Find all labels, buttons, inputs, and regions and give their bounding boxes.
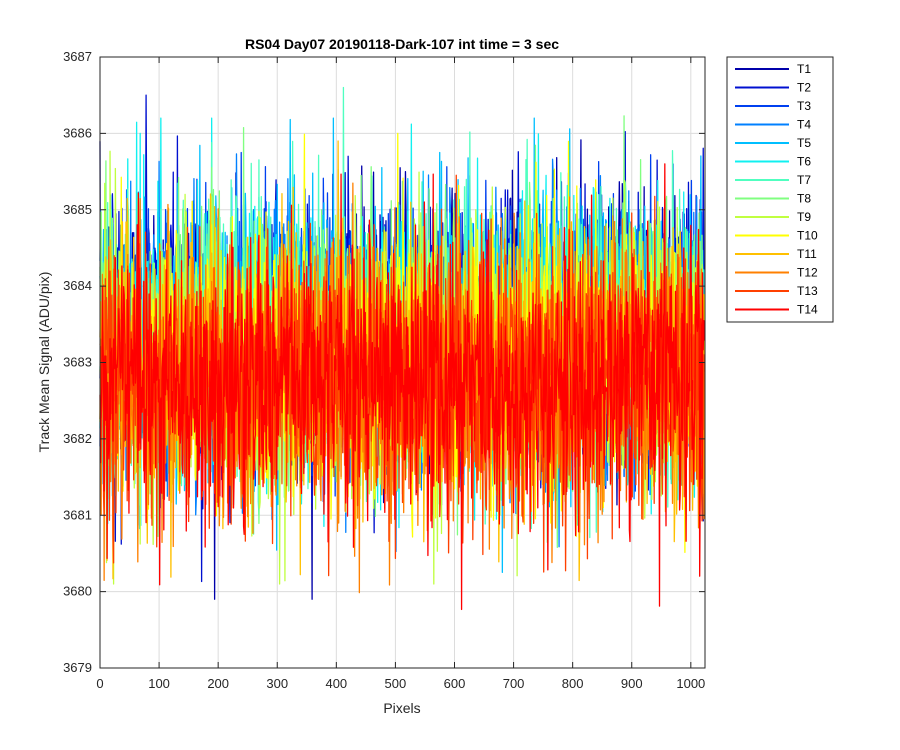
y-tick-label: 3679 xyxy=(63,660,92,675)
x-tick-label: 200 xyxy=(207,676,229,691)
y-tick-label: 3686 xyxy=(63,125,92,140)
ticks: 0 100 200 300 400 500 600 700 800 900 1000 3679 3680… xyxy=(63,49,705,691)
x-tick-label: 800 xyxy=(562,676,584,691)
legend-label: T4 xyxy=(797,118,811,132)
x-tick-label: 600 xyxy=(444,676,466,691)
y-tick-label: 3687 xyxy=(63,49,92,64)
x-tick-label: 100 xyxy=(148,676,170,691)
series-layer xyxy=(99,86,706,611)
y-axis-label: Track Mean Signal (ADU/pix) xyxy=(36,272,52,453)
legend-label: T13 xyxy=(797,284,818,298)
y-tick-label: 3680 xyxy=(63,584,92,599)
legend-label: T9 xyxy=(797,210,811,224)
legend-label: T2 xyxy=(797,81,811,95)
x-tick-label: 300 xyxy=(266,676,288,691)
x-tick-label: 400 xyxy=(325,676,347,691)
legend-box xyxy=(726,56,834,323)
y-tick-label: 3682 xyxy=(63,431,92,446)
chart-title: RS04 Day07 20190118-Dark-107 int time = … xyxy=(245,36,559,52)
legend-label: T11 xyxy=(797,247,817,261)
y-tick-label: 3684 xyxy=(63,278,92,293)
legend-label: T1 xyxy=(797,62,811,76)
legend-label: T12 xyxy=(797,266,818,280)
series-line-t14 xyxy=(99,163,706,611)
legend-label: T6 xyxy=(797,155,811,169)
x-tick-label: 500 xyxy=(385,676,407,691)
legend-label: T10 xyxy=(797,229,818,243)
y-tick-label: 3681 xyxy=(63,507,92,522)
legend-label: T8 xyxy=(797,192,811,206)
x-tick-label: 700 xyxy=(503,676,525,691)
legend: T1 T2 T3 T4 T5 T6 T7 T8 T9 T10 T11 T12 T13 T14 xyxy=(726,56,834,323)
x-tick-label: 0 xyxy=(96,676,103,691)
legend-label: T7 xyxy=(797,173,811,187)
legend-label: T14 xyxy=(797,303,818,317)
x-tick-label: 900 xyxy=(621,676,643,691)
legend-label: T5 xyxy=(797,136,811,150)
x-axis-label: Pixels xyxy=(383,700,420,716)
legend-label: T3 xyxy=(797,99,811,113)
x-tick-label: 1000 xyxy=(676,676,705,691)
y-tick-label: 3683 xyxy=(63,355,92,370)
y-tick-label: 3685 xyxy=(63,202,92,217)
